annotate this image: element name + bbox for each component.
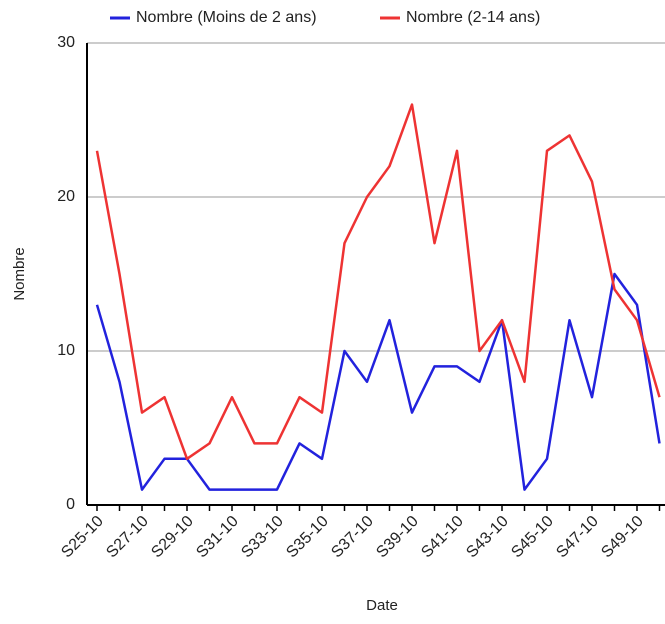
line-series [95,103,661,461]
line-series [95,272,661,491]
x-tick-label: S31-10 [193,513,242,562]
y-tick-label: 10 [57,342,75,359]
x-tick-label: S49-10 [598,513,647,562]
x-tick-label: S43-10 [463,513,512,562]
x-tick-label: S41-10 [418,513,467,562]
x-tick-label: S47-10 [553,513,602,562]
x-tick-label: S25-10 [58,513,107,562]
legend-label: Nombre (Moins de 2 ans) [136,9,317,26]
x-tick-label: S39-10 [373,513,422,562]
y-tick-label: 0 [66,496,75,513]
x-axis-title: Date [366,597,398,614]
y-tick-label: 20 [57,188,75,205]
x-tick-label: S45-10 [508,513,557,562]
y-tick-label: 30 [57,34,75,51]
x-tick-label: S27-10 [103,513,152,562]
x-tick-label: S33-10 [238,513,287,562]
x-tick-label: S37-10 [328,513,377,562]
x-tick-label: S29-10 [148,513,197,562]
y-axis-title: Nombre [11,247,28,300]
legend-label: Nombre (2-14 ans) [406,9,540,26]
x-tick-label: S35-10 [283,513,332,562]
